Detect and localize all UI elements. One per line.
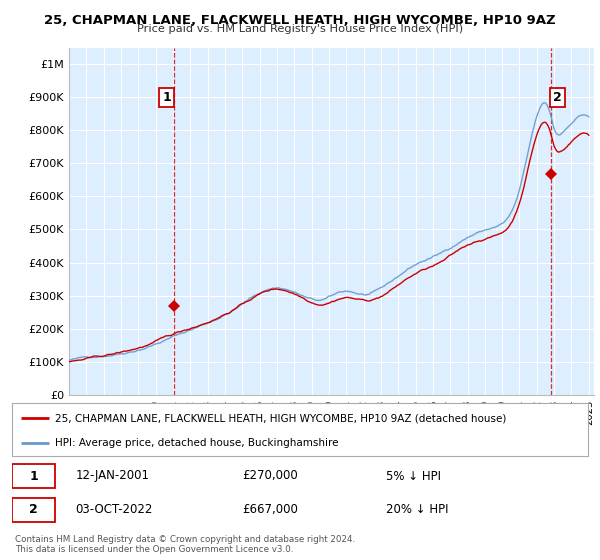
- Text: HPI: Average price, detached house, Buckinghamshire: HPI: Average price, detached house, Buck…: [55, 438, 338, 448]
- Text: 20% ↓ HPI: 20% ↓ HPI: [386, 503, 449, 516]
- Text: 25, CHAPMAN LANE, FLACKWELL HEATH, HIGH WYCOMBE, HP10 9AZ (detached house): 25, CHAPMAN LANE, FLACKWELL HEATH, HIGH …: [55, 413, 506, 423]
- FancyBboxPatch shape: [12, 403, 588, 456]
- Text: 2: 2: [553, 91, 562, 104]
- Text: 12-JAN-2001: 12-JAN-2001: [76, 469, 149, 483]
- Text: 1: 1: [163, 91, 171, 104]
- Text: 1: 1: [29, 469, 38, 483]
- Text: Price paid vs. HM Land Registry's House Price Index (HPI): Price paid vs. HM Land Registry's House …: [137, 24, 463, 34]
- FancyBboxPatch shape: [12, 498, 55, 521]
- Text: 2: 2: [29, 503, 38, 516]
- Text: Contains HM Land Registry data © Crown copyright and database right 2024.
This d: Contains HM Land Registry data © Crown c…: [15, 535, 355, 554]
- Text: 5% ↓ HPI: 5% ↓ HPI: [386, 469, 442, 483]
- Text: £270,000: £270,000: [242, 469, 298, 483]
- Text: 25, CHAPMAN LANE, FLACKWELL HEATH, HIGH WYCOMBE, HP10 9AZ: 25, CHAPMAN LANE, FLACKWELL HEATH, HIGH …: [44, 14, 556, 27]
- Text: 03-OCT-2022: 03-OCT-2022: [76, 503, 153, 516]
- Text: £667,000: £667,000: [242, 503, 298, 516]
- FancyBboxPatch shape: [12, 464, 55, 488]
